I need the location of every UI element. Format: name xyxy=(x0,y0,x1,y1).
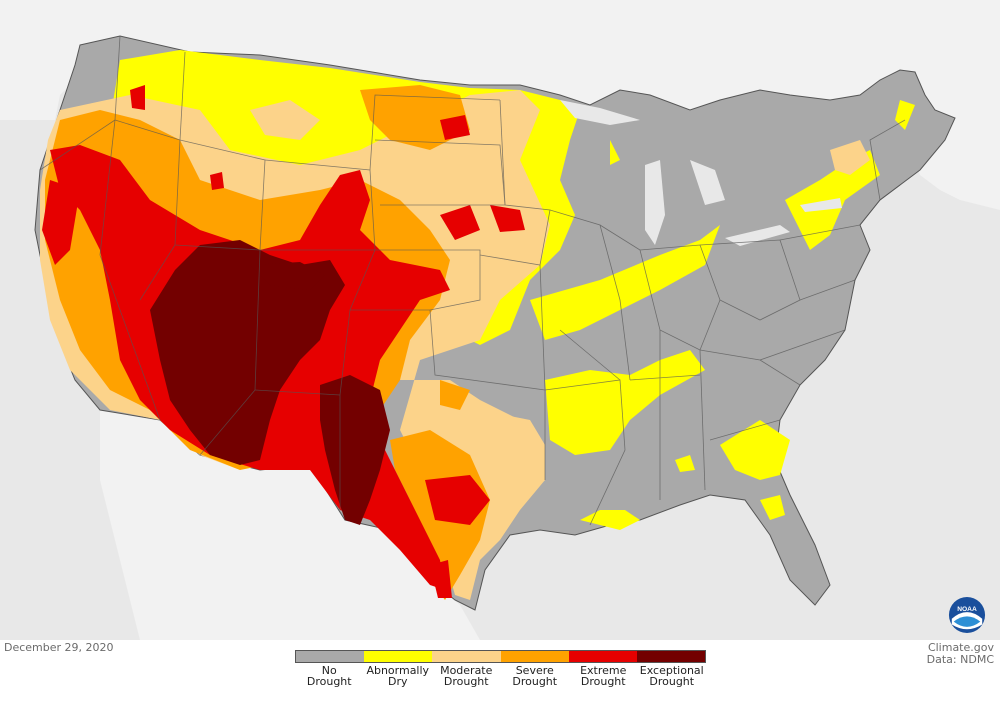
legend-label-line2: Drought xyxy=(443,675,489,688)
legend-label-line2: Drought xyxy=(306,675,352,688)
state-borders xyxy=(39,35,906,526)
credit-data: Data: NDMC xyxy=(926,653,994,666)
legend-swatch-abnormally-dry xyxy=(364,651,433,662)
legend-label-line2: Drought xyxy=(649,675,695,688)
legend-label-line2: Dry xyxy=(387,675,408,688)
credit-source: Climate.gov xyxy=(927,641,994,654)
legend-swatch-exceptional-drought xyxy=(636,651,706,662)
map-date: December 29, 2020 xyxy=(4,641,114,654)
legend-label-extreme-drought: Extreme Drought xyxy=(569,665,638,687)
legend-label-moderate-drought: Moderate Drought xyxy=(432,665,501,687)
legend-swatch-severe-drought xyxy=(500,651,569,662)
svg-text:NOAA: NOAA xyxy=(957,606,977,613)
legend-bar xyxy=(295,650,706,663)
legend-label-line1: Abnormally xyxy=(366,664,430,677)
great-lakes xyxy=(560,100,842,246)
drought-map xyxy=(0,0,1000,640)
noaa-logo-icon: NOAA xyxy=(948,596,986,634)
legend: No Drought Abnormally Dry Moderate Droug… xyxy=(295,650,706,687)
legend-label-severe-drought: Severe Drought xyxy=(501,665,570,687)
legend-label-line2: Drought xyxy=(512,675,558,688)
legend-label-abnormally-dry: Abnormally Dry xyxy=(364,665,433,687)
legend-label-no-drought: No Drought xyxy=(295,665,364,687)
legend-label-line1: Moderate xyxy=(440,664,493,677)
legend-swatch-moderate-drought xyxy=(432,651,501,662)
legend-label-line1: No xyxy=(321,664,337,677)
canada-land xyxy=(0,0,1000,210)
legend-labels: No Drought Abnormally Dry Moderate Droug… xyxy=(295,665,706,687)
legend-label-line2: Drought xyxy=(580,675,626,688)
exceptional-drought-regions xyxy=(150,240,390,525)
legend-label-line1: Severe xyxy=(515,664,554,677)
legend-label-line1: Extreme xyxy=(580,664,627,677)
map-area xyxy=(0,0,1000,640)
legend-swatch-no-drought xyxy=(296,651,365,662)
legend-swatch-extreme-drought xyxy=(568,651,637,662)
legend-label-exceptional-drought: Exceptional Drought xyxy=(638,665,707,687)
mexico-land xyxy=(100,410,480,640)
legend-label-line1: Exceptional xyxy=(639,664,704,677)
